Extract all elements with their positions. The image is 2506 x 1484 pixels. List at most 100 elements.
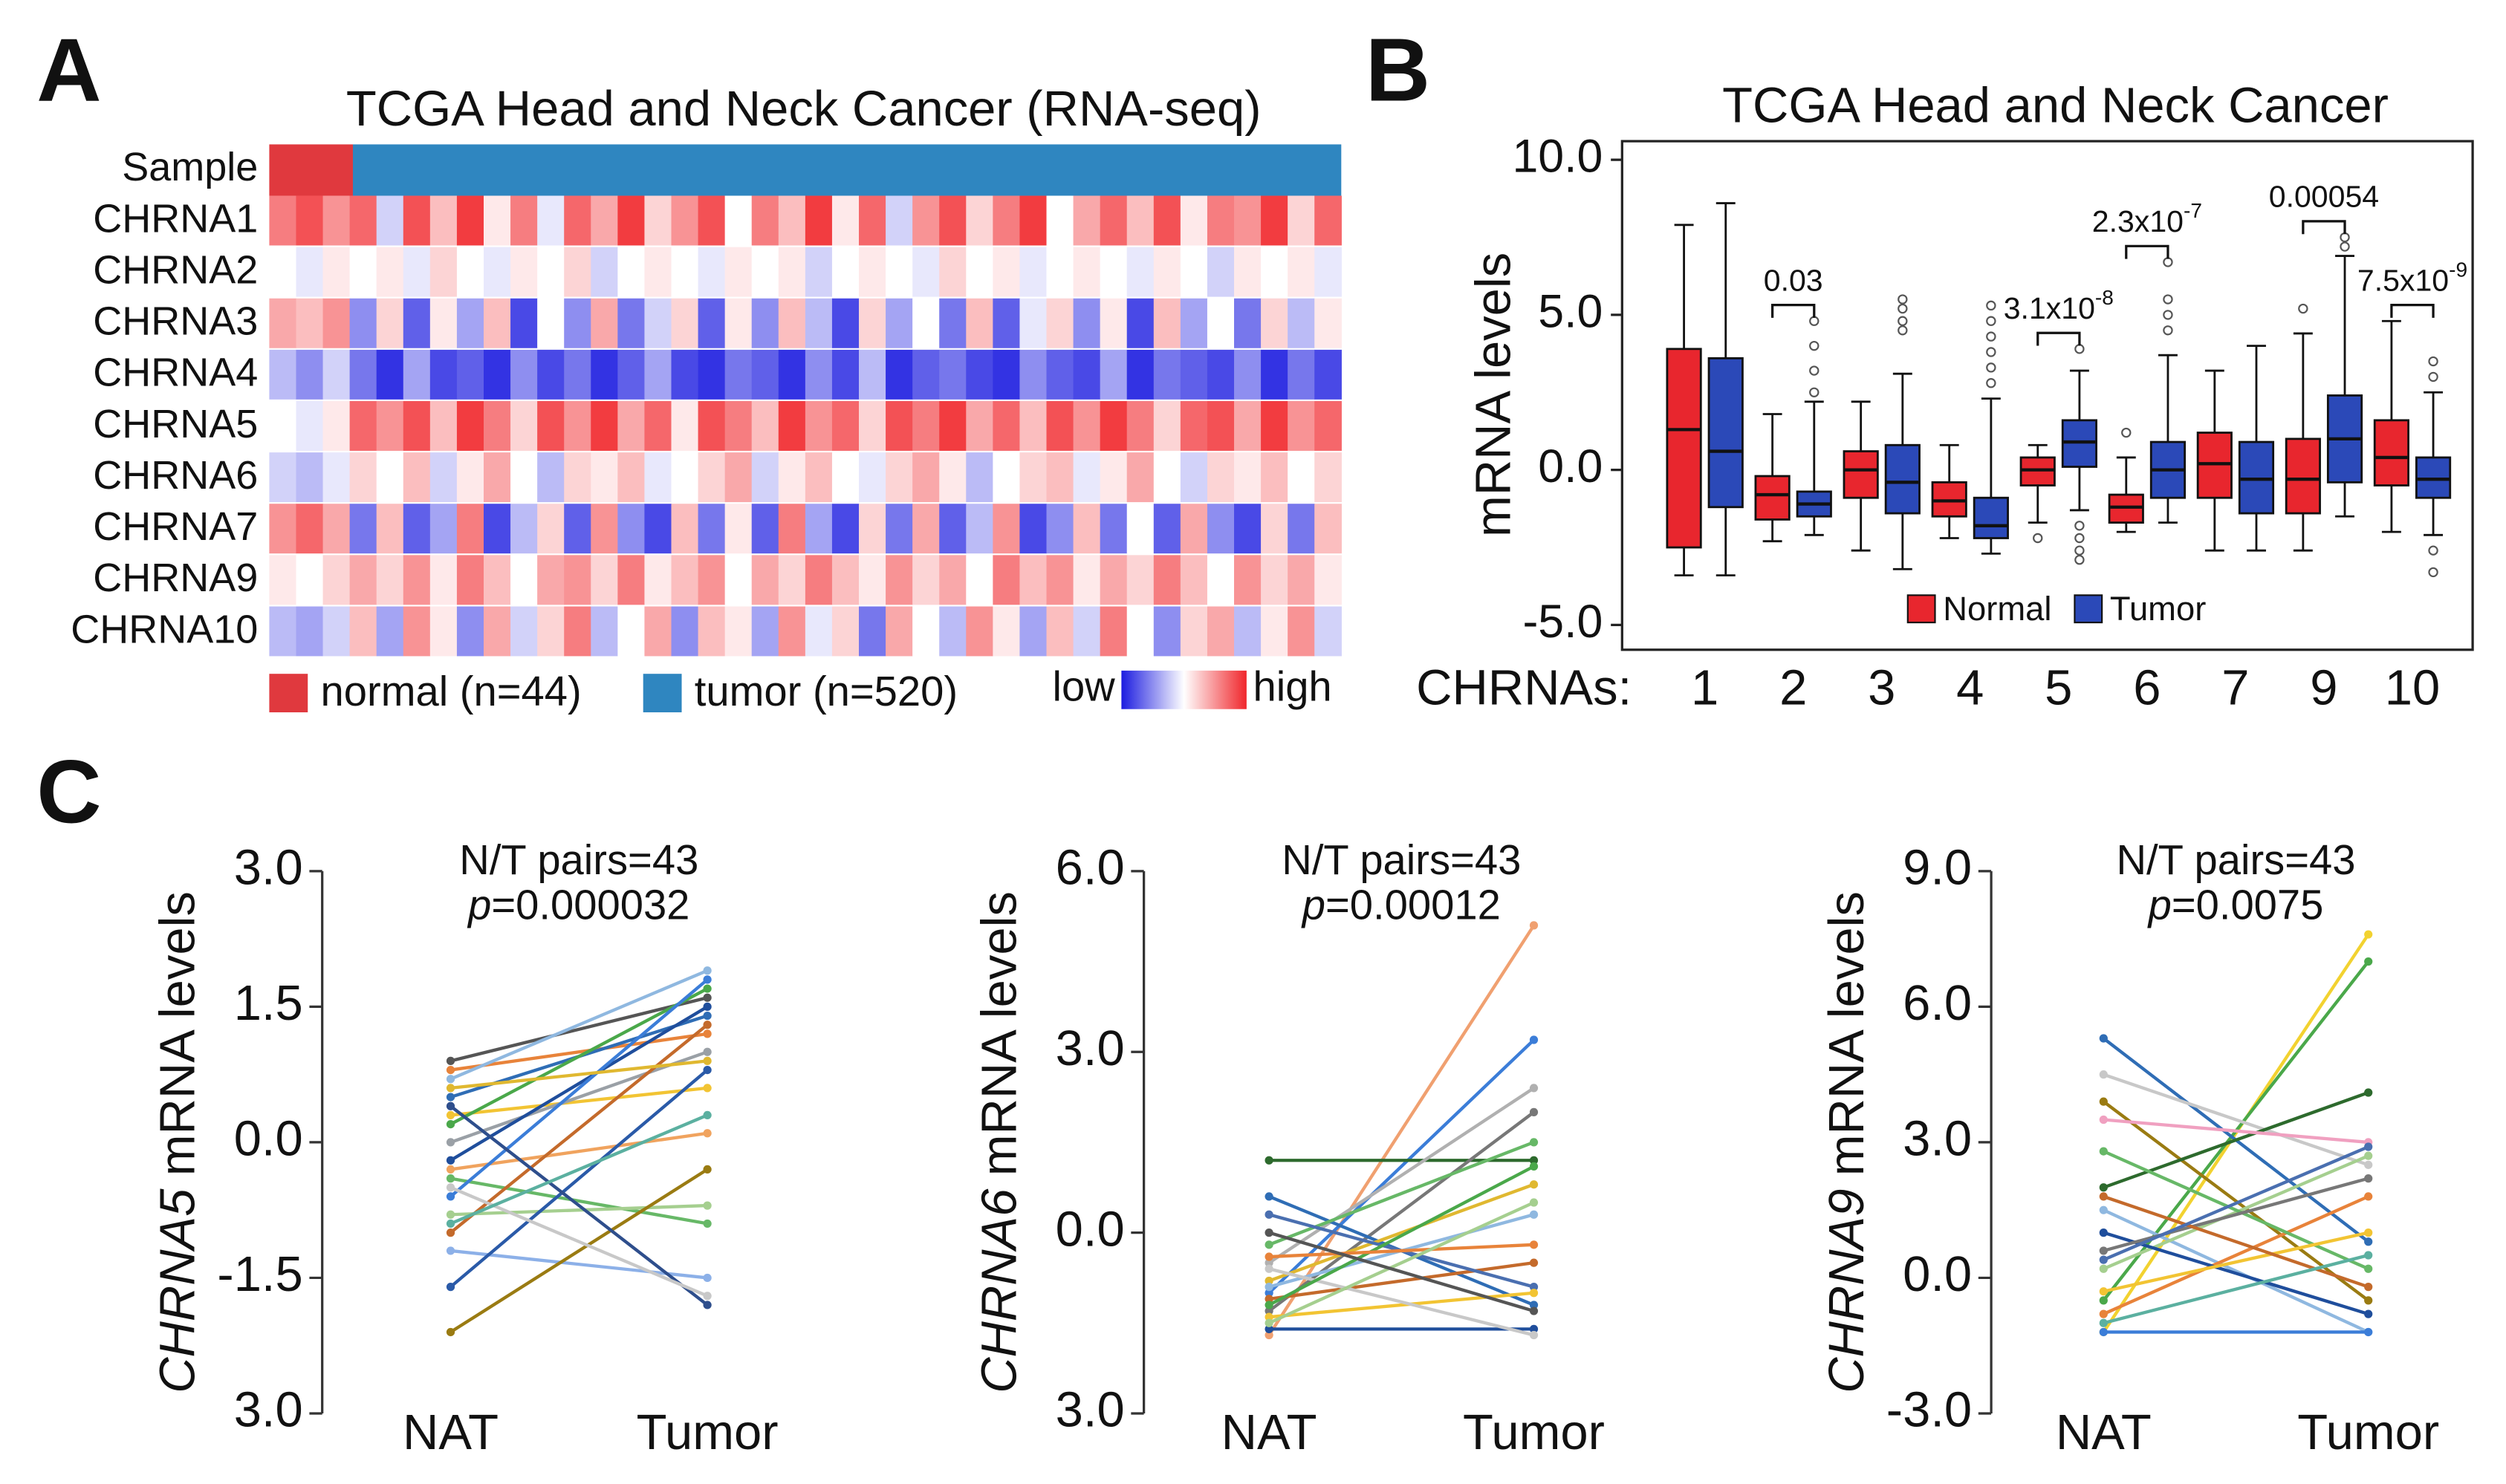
y-tick-label: 0.0 (1538, 440, 1603, 492)
outlier (1809, 387, 1820, 397)
y-tick-label: 6.0 (1056, 840, 1125, 896)
heat-cell (912, 401, 940, 451)
heat-cell (1288, 298, 1315, 348)
heat-cell (1153, 247, 1181, 297)
box (2285, 437, 2321, 515)
heat-cell (724, 349, 753, 400)
heat-cell (1314, 298, 1342, 348)
pair-point (1265, 1312, 1273, 1321)
heat-cell (1234, 452, 1262, 503)
p-value-number: =0.000032 (491, 881, 689, 928)
heat-cell (1126, 555, 1155, 605)
heat-cell (993, 247, 1021, 297)
pair-point (2364, 1282, 2373, 1292)
heat-cell (1288, 555, 1315, 605)
pair-point (446, 1219, 455, 1228)
pair-point (446, 1084, 455, 1093)
y-tick-label: 0.0 (234, 1111, 303, 1167)
pair-point (2099, 1228, 2108, 1237)
heat-cell (1314, 195, 1342, 246)
heat-cell (939, 247, 967, 297)
y-tick-label: 3.0 (234, 1382, 303, 1438)
heat-cell (698, 349, 726, 400)
heat-cell (1019, 452, 1048, 503)
heat-cell (993, 195, 1021, 246)
pair-line (450, 1059, 708, 1090)
heat-cell (939, 606, 967, 657)
outlier (2074, 545, 2085, 556)
heat-cell (1153, 452, 1181, 503)
heat-cell (751, 298, 779, 348)
heat-cell (698, 452, 726, 503)
heat-cell (429, 349, 458, 400)
x-tick-label: 1 (1691, 660, 1718, 716)
pair-line (2103, 1194, 2369, 1289)
heat-cell (537, 504, 565, 554)
heat-cell (859, 349, 886, 400)
pair-point (1265, 1301, 1273, 1309)
heat-cell (859, 401, 886, 451)
heat-cell (886, 555, 913, 605)
y-tick-label: 3.0 (1056, 1021, 1125, 1076)
pair-point (446, 1228, 455, 1237)
heat-cell (1100, 452, 1128, 503)
heat-cell (859, 504, 886, 554)
heat-cell (724, 555, 753, 605)
outlier (1986, 331, 1996, 342)
heat-cell (349, 401, 377, 451)
heat-cell (510, 504, 538, 554)
y-tick-label: 0.0 (1056, 1201, 1125, 1257)
heat-cell (1234, 298, 1262, 348)
pair-line (2103, 1154, 2369, 1271)
pair-point (1265, 1295, 1273, 1304)
heat-cell (510, 298, 538, 348)
pair-point (703, 1292, 712, 1301)
heat-cell (644, 401, 672, 451)
y-tick-label: -1.5 (217, 1246, 302, 1302)
heat-cell (1261, 195, 1288, 246)
pair-line (449, 1023, 709, 1234)
pair-point (1529, 1282, 1539, 1292)
heat-cell (1180, 247, 1208, 297)
heat-cell (671, 555, 699, 605)
heat-cell (644, 349, 672, 400)
heat-cell (805, 555, 833, 605)
heat-cell (403, 195, 431, 246)
pair-line (450, 1203, 708, 1217)
heat-cell (859, 247, 886, 297)
heat-cell (1046, 195, 1074, 246)
heat-cell (591, 298, 619, 348)
pair-point (1529, 1084, 1539, 1093)
heat-cell (564, 555, 591, 605)
heat-cell (886, 606, 913, 657)
heat-cell (831, 401, 860, 451)
pair-line (2103, 1145, 2369, 1262)
heat-cell (349, 247, 377, 297)
heat-cell (1153, 504, 1181, 554)
pair-line (1268, 1201, 1535, 1325)
pair-point (446, 1183, 455, 1192)
pair-point (446, 1119, 455, 1129)
heat-cell (644, 298, 672, 348)
pair-point (2099, 1070, 2108, 1079)
heat-cell (778, 504, 806, 554)
outlier (2121, 427, 2132, 438)
heat-cell (1126, 195, 1155, 246)
heat-cell (269, 452, 297, 503)
pair-point (2099, 1115, 2108, 1125)
heat-cell (1180, 555, 1208, 605)
heat-cell (376, 555, 404, 605)
outlier (2163, 257, 2173, 267)
heat-cell (912, 195, 940, 246)
pair-point (1529, 1330, 1539, 1340)
heat-cell (510, 555, 538, 605)
pair-point (2099, 1246, 2108, 1255)
heat-cell (376, 195, 404, 246)
heat-cell (1207, 298, 1235, 348)
heat-cell (322, 298, 351, 348)
heat-cell (296, 401, 324, 451)
pair-point (446, 1056, 455, 1066)
significance-bracket (2125, 244, 2169, 259)
heat-cell (483, 452, 511, 503)
sample-bar (352, 144, 1342, 196)
